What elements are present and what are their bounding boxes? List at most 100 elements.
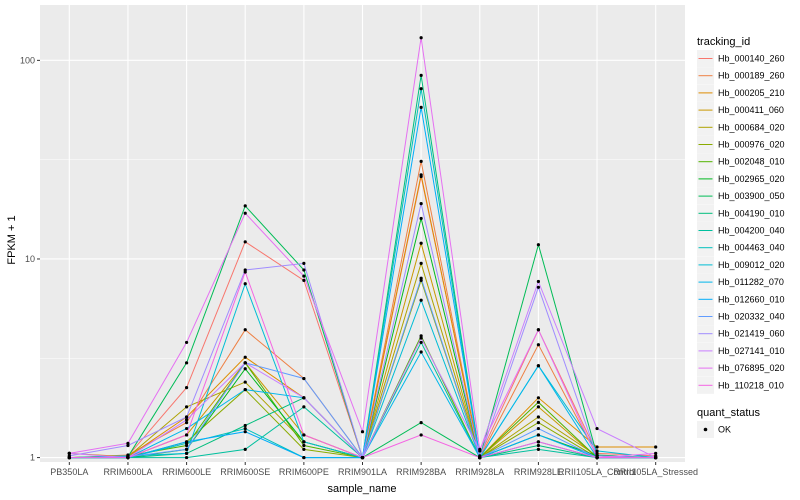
legend-item: Hb_004200_040	[697, 222, 785, 239]
data-point	[419, 298, 423, 302]
legend-item: Hb_002048_010	[697, 153, 785, 171]
legend-item: Hb_000140_260	[697, 50, 785, 67]
legend-item: Hb_000684_020	[697, 118, 785, 136]
data-point	[184, 447, 189, 451]
data-point	[536, 440, 541, 444]
data-point	[184, 440, 189, 444]
x-tick-label: PB350LA	[50, 467, 88, 477]
legend-label: Hb_011282_070	[718, 277, 784, 287]
data-point	[243, 270, 247, 274]
series-points	[67, 36, 658, 460]
y-axis-title: FPKM + 1	[6, 215, 18, 264]
data-point	[126, 455, 130, 460]
data-point	[302, 447, 306, 451]
legend-item: Hb_000205_210	[697, 84, 785, 102]
data-point	[302, 433, 306, 437]
data-point	[536, 343, 541, 347]
data-point	[184, 361, 189, 365]
data-point	[419, 87, 423, 91]
y-tick-label: 10	[25, 254, 35, 264]
data-point	[419, 421, 423, 425]
data-point	[654, 455, 658, 460]
legend-item: Hb_027141_010	[697, 342, 785, 360]
data-point	[302, 376, 306, 381]
data-point	[184, 426, 189, 431]
legend-item: Hb_004190_010	[697, 204, 785, 222]
data-point	[419, 241, 423, 245]
data-point	[654, 445, 658, 449]
data-point	[419, 350, 423, 354]
data-point	[536, 426, 541, 431]
data-point	[478, 455, 482, 460]
data-point	[184, 455, 189, 460]
x-tick-label: RRIM600LE	[162, 467, 211, 477]
x-tick-label: RRII105LA_Control	[558, 467, 636, 477]
legend-quant-status: quant_status OK	[697, 407, 760, 438]
legend-label: Hb_004190_010	[718, 208, 785, 218]
data-point	[419, 202, 423, 206]
data-point	[302, 261, 306, 265]
x-axis-title: sample_name	[327, 483, 396, 495]
legend-label: Hb_000205_210	[718, 88, 785, 98]
legend-label: Hb_004200_040	[718, 226, 785, 236]
legend-item: Hb_110218_010	[697, 376, 784, 394]
data-point	[536, 443, 541, 448]
data-point	[126, 443, 130, 448]
data-point	[536, 415, 541, 419]
data-point	[243, 282, 247, 286]
data-point	[536, 396, 541, 400]
data-point	[243, 361, 247, 365]
legend-item: Hb_004463_040	[697, 239, 785, 257]
y-tick-label: 1	[30, 453, 35, 463]
data-point	[478, 447, 482, 451]
legend-label: Hb_004463_040	[718, 243, 785, 253]
y-tick-label: 100	[20, 55, 35, 65]
data-point	[243, 367, 247, 371]
data-point	[302, 396, 306, 400]
data-point	[302, 274, 306, 278]
legend-label: Hb_020332_040	[718, 312, 785, 322]
data-point	[419, 173, 423, 177]
data-point	[419, 36, 423, 40]
data-point	[184, 418, 189, 422]
data-point	[536, 328, 541, 332]
legend-label: Hb_009012_020	[718, 260, 785, 270]
x-tick-label: RRIM600PE	[279, 467, 329, 477]
shape-legend-label: OK	[718, 425, 731, 435]
data-point	[536, 364, 541, 368]
shape-legend-point	[703, 427, 708, 432]
legend-item: Hb_020332_040	[697, 308, 785, 325]
data-point	[419, 336, 423, 340]
data-point	[360, 455, 365, 460]
data-point	[243, 355, 247, 359]
data-point	[184, 415, 189, 419]
legend-label: Hb_027141_010	[718, 346, 785, 356]
data-point	[302, 278, 306, 282]
data-point	[302, 405, 306, 409]
data-point	[419, 159, 423, 163]
data-point	[536, 433, 541, 437]
data-point	[419, 340, 423, 345]
data-point	[184, 421, 189, 425]
data-point	[536, 279, 541, 284]
data-point	[419, 433, 423, 437]
legend-title: tracking_id	[697, 36, 750, 48]
legend-label: Hb_000411_060	[718, 105, 784, 115]
legend-label: Hb_076895_020	[718, 363, 785, 373]
data-point	[184, 443, 189, 448]
x-tick-label: RRIM928BA	[396, 467, 446, 477]
legend-label: Hb_002965_020	[718, 174, 785, 184]
y-axis: 1 10 100	[20, 55, 40, 463]
data-point	[595, 445, 599, 449]
legend-label: Hb_000684_020	[718, 122, 785, 132]
data-point	[243, 423, 247, 428]
data-point	[302, 268, 306, 272]
data-point	[184, 340, 189, 345]
data-point	[595, 426, 599, 431]
data-point	[360, 430, 365, 434]
x-tick-label: RRIM928LA	[455, 467, 504, 477]
legend-item: Hb_000189_260	[697, 67, 785, 85]
shape-legend-title: quant_status	[697, 407, 760, 419]
legend-item: Hb_076895_020	[697, 359, 785, 377]
